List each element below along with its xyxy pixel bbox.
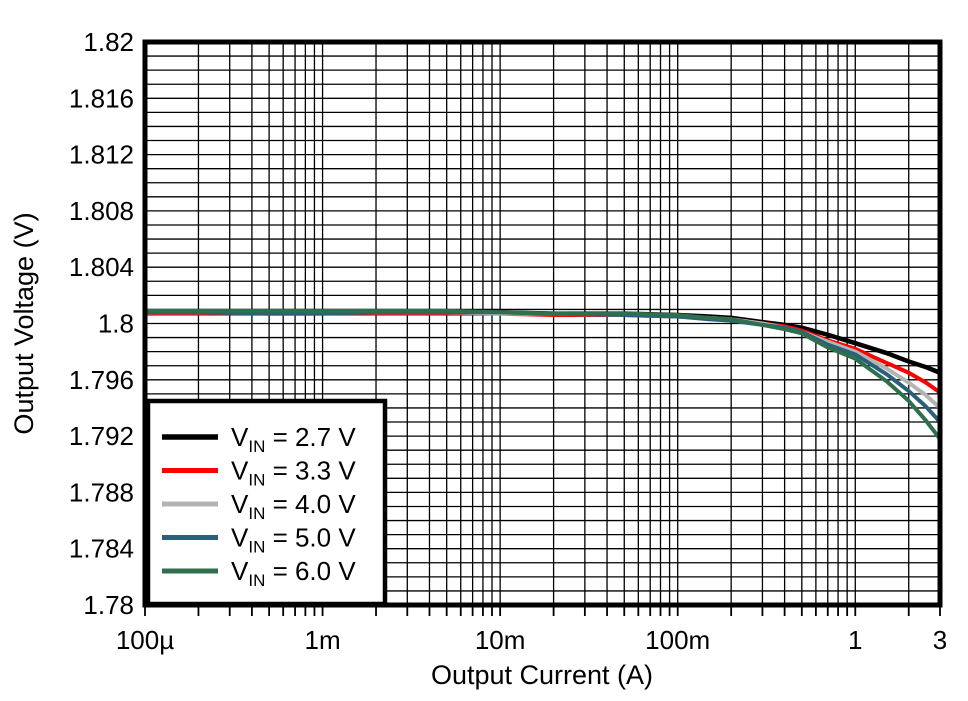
y-tick-label: 1.792	[69, 421, 134, 451]
x-tick-label: 10m	[475, 625, 526, 655]
y-tick-label: 1.808	[69, 196, 134, 226]
series-lines	[145, 308, 942, 441]
plot-border	[142, 39, 943, 608]
x-tick-label: 100µ	[116, 625, 174, 655]
legend-label: VIN = 5.0 V	[231, 523, 356, 557]
y-tick-label: 1.788	[69, 477, 134, 507]
x-axis-title: Output Current (A)	[431, 660, 653, 690]
y-tick-label: 1.784	[69, 534, 134, 564]
y-tick-label: 1.816	[69, 83, 134, 113]
y-axis-title: Output Voltage (V)	[9, 212, 39, 434]
axis-tick-marks	[144, 607, 941, 616]
axis-tick-labels: 100µ 1m 10m 100m 1 3 1.82 1.816 1.812 1.808 1.804 1…	[69, 27, 947, 655]
series-line-6.0	[145, 308, 942, 441]
plot-frame	[142, 39, 943, 608]
y-tick-label: 1.812	[69, 140, 134, 170]
x-tick-label: 1m	[305, 625, 341, 655]
grid	[145, 42, 940, 605]
x-tick-label: 3	[933, 625, 947, 655]
x-tick-label: 1	[848, 625, 862, 655]
legend-label: VIN = 6.0 V	[231, 556, 356, 590]
legend-label: VIN = 3.3 V	[231, 456, 356, 490]
y-tick-label: 1.796	[69, 365, 134, 395]
legend-label: VIN = 2.7 V	[231, 422, 356, 456]
series-line-3.3	[145, 311, 942, 395]
x-tick-label: 100m	[645, 625, 710, 655]
y-tick-label: 1.8	[98, 309, 134, 339]
legend-label: VIN = 4.0 V	[231, 489, 356, 523]
y-tick-label: 1.804	[69, 252, 134, 282]
y-tick-label: 1.78	[83, 590, 134, 620]
y-tick-label: 1.82	[83, 27, 134, 57]
